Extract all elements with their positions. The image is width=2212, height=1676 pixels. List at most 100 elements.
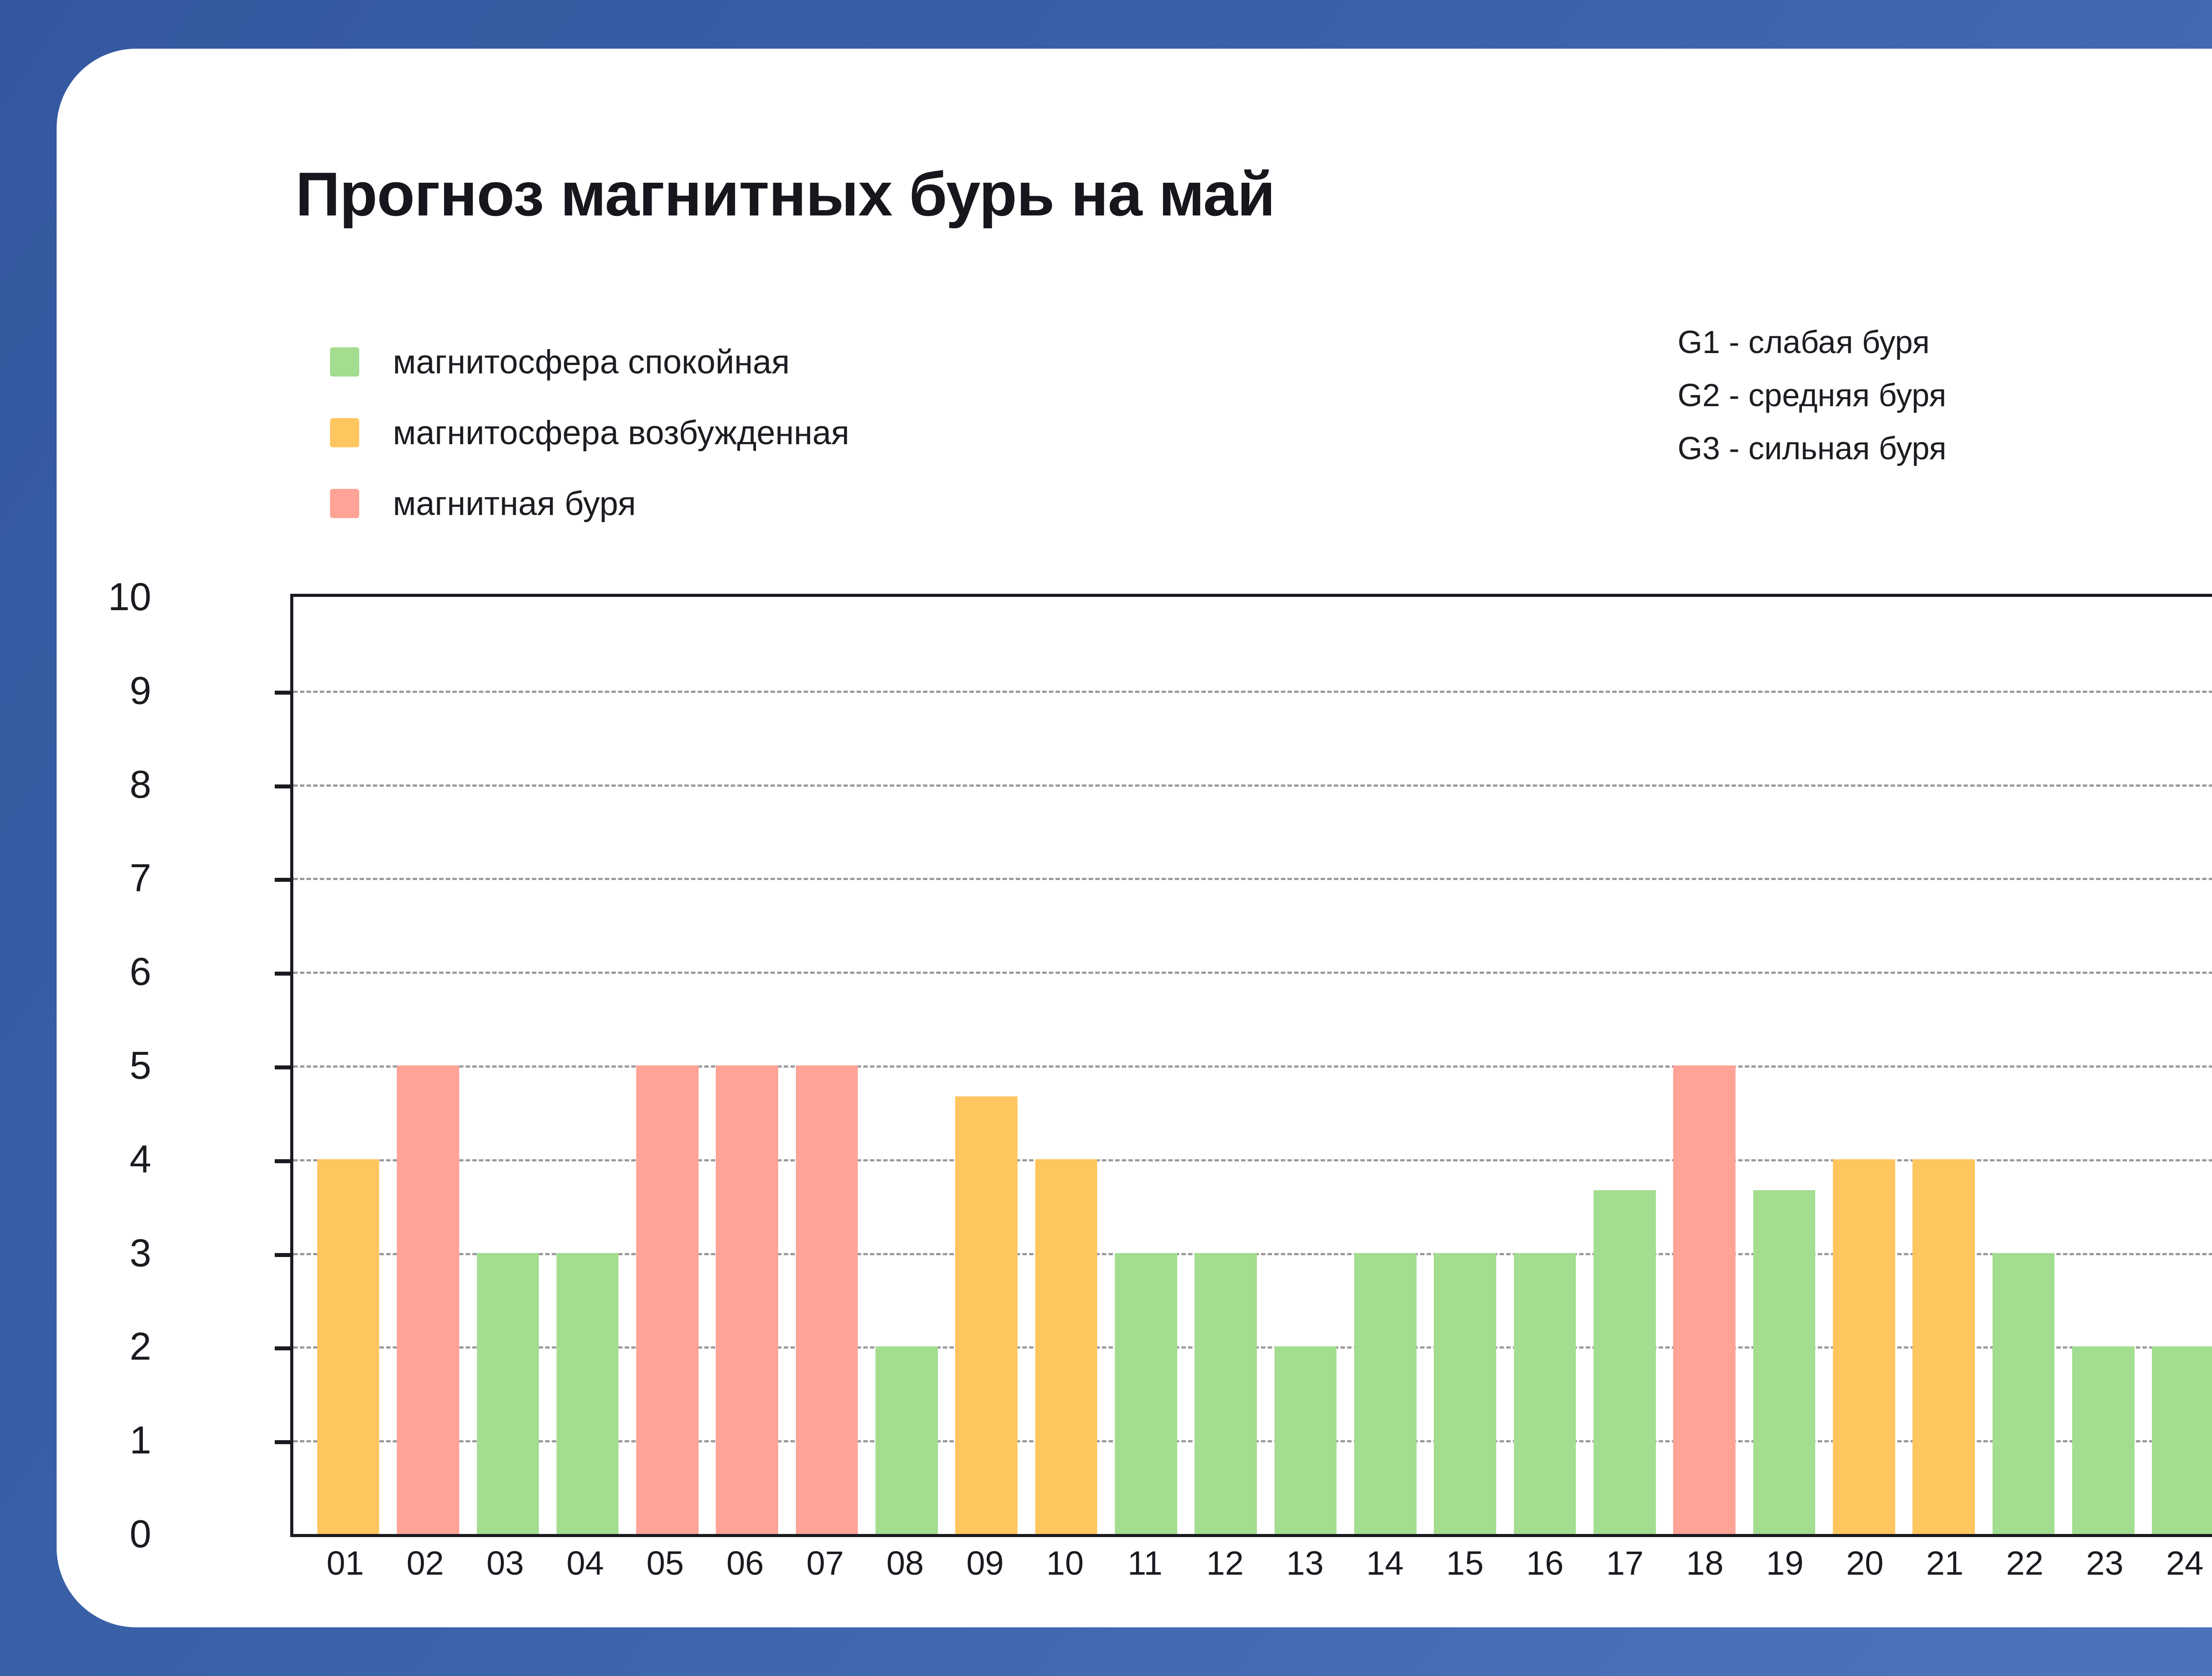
bar[interactable] [1194, 1253, 1257, 1534]
gridline [293, 1159, 2212, 1161]
bar[interactable] [1434, 1253, 1497, 1534]
legend-swatch-quiet [330, 347, 359, 377]
bar-slot [1904, 597, 1984, 1534]
bar[interactable] [636, 1065, 699, 1534]
bar-slot [627, 597, 707, 1534]
y-axis-tick-label: 8 [130, 762, 151, 806]
x-axis-tick-label: 10 [1046, 1545, 1084, 1582]
y-axis-tick-label: 9 [130, 668, 151, 712]
g-scale-key-left: G1 - слабая буря G2 - средняя буря G3 - … [1678, 327, 1947, 486]
y-axis-tick-label: 6 [130, 949, 151, 994]
legend: магнитосфера спокойная магнитосфера возб… [330, 327, 1259, 539]
y-tick-mark [275, 1346, 293, 1351]
bar[interactable] [795, 1065, 858, 1534]
legend-label-excited: магнитосфера возбужденная [393, 414, 849, 452]
bar[interactable] [397, 1065, 459, 1534]
x-axis-tick-label: 08 [886, 1545, 924, 1582]
x-axis-tick-label: 05 [646, 1545, 684, 1582]
bar-slot [1186, 597, 1266, 1534]
bar[interactable] [1594, 1190, 1656, 1534]
bar-slot [1266, 597, 1345, 1534]
legend-label-quiet: магнитосфера спокойная [393, 343, 790, 381]
bar[interactable] [1354, 1253, 1417, 1534]
bar[interactable] [1035, 1159, 1098, 1534]
gridline [293, 878, 2212, 880]
y-axis-tick-label: 1 [130, 1418, 151, 1462]
x-axis-tick-label: 06 [726, 1545, 764, 1582]
x-axis-tick-label: 22 [2006, 1545, 2044, 1582]
y-axis-tick-label: 2 [130, 1324, 151, 1368]
x-axis-tick-label: 11 [1127, 1545, 1163, 1582]
chart-card: Прогноз магнитных бурь на май магнитосфе… [57, 49, 2212, 1627]
bar[interactable] [1912, 1159, 1975, 1534]
x-axis-labels: 01 02 03 04 05 06 07 08 09 10 11 12 13 14 15 16 17 18 19 20… [290, 1544, 2212, 1583]
x-axis-tick-label: 04 [566, 1545, 604, 1582]
bar[interactable] [1673, 1065, 1736, 1534]
bar-slot [1345, 597, 1425, 1534]
bar[interactable] [1513, 1253, 1576, 1534]
y-axis-tick-label: 10 [108, 575, 151, 619]
bar[interactable] [1274, 1346, 1337, 1534]
bar-slot [2063, 597, 2143, 1534]
bar-slot [1505, 597, 1585, 1534]
legend-item-storm: магнитная буря [330, 468, 1259, 539]
bar-slot [308, 597, 388, 1534]
bar-slot [707, 597, 787, 1534]
bar-slot [1744, 597, 1824, 1534]
bar-slot [388, 597, 468, 1534]
x-axis-tick-label: 13 [1286, 1545, 1324, 1582]
gridline [293, 1065, 2212, 1068]
g-scale-key-g2: G2 - средняя буря [1678, 378, 1947, 413]
gridline [293, 784, 2212, 787]
x-axis-tick-label: 17 [1606, 1545, 1644, 1582]
bar[interactable] [1833, 1159, 1895, 1534]
g-scale-key-g1: G1 - слабая буря [1678, 325, 1930, 360]
x-axis-tick-label: 19 [1766, 1545, 1804, 1582]
bar-slot [548, 597, 627, 1534]
bar[interactable] [556, 1253, 619, 1534]
bar-slot [1585, 597, 1664, 1534]
y-tick-mark [275, 690, 293, 695]
y-axis-tick-label: 4 [130, 1137, 151, 1181]
x-axis-tick-label: 12 [1206, 1545, 1244, 1582]
bar[interactable] [476, 1253, 539, 1534]
y-axis-tick-label: 7 [130, 856, 151, 900]
x-axis-tick-label: 01 [326, 1545, 364, 1582]
y-tick-mark [275, 878, 293, 882]
x-axis-tick-label: 15 [1446, 1545, 1484, 1582]
page-title: Прогноз магнитных бурь на май [296, 159, 1275, 229]
legend-label-storm: магнитная буря [393, 484, 636, 523]
bar[interactable] [2072, 1346, 2135, 1534]
x-axis-tick-label: 18 [1686, 1545, 1724, 1582]
y-axis-tick-label: 5 [130, 1043, 151, 1087]
y-tick-mark [275, 1159, 293, 1163]
bar[interactable] [1753, 1190, 1816, 1534]
y-tick-mark [275, 784, 293, 788]
bar[interactable] [1115, 1253, 1177, 1534]
legend-item-quiet: магнитосфера спокойная [330, 327, 1259, 397]
x-axis-tick-label: 02 [406, 1545, 444, 1582]
g-scale-key-g3: G3 - сильная буря [1678, 431, 1947, 466]
bar-slot [787, 597, 867, 1534]
bar[interactable] [955, 1096, 1018, 1534]
legend-item-excited: магнитосфера возбужденная [330, 397, 1259, 468]
bar[interactable] [1992, 1253, 2055, 1534]
x-axis-tick-label: 23 [2086, 1545, 2124, 1582]
y-axis-tick-label: 0 [130, 1512, 151, 1556]
bar[interactable] [876, 1346, 938, 1534]
bar[interactable] [317, 1159, 380, 1534]
x-axis-tick-label: 09 [966, 1545, 1004, 1582]
bar[interactable] [2152, 1346, 2212, 1534]
bar-slot [1106, 597, 1186, 1534]
legend-swatch-excited [330, 418, 359, 447]
y-tick-mark [275, 1440, 293, 1445]
x-axis-tick-label: 16 [1526, 1545, 1564, 1582]
bar[interactable] [716, 1065, 779, 1534]
legend-swatch-storm [330, 489, 359, 518]
y-tick-mark [275, 1065, 293, 1069]
bar-slot [1824, 597, 1904, 1534]
plot-area [275, 594, 2212, 1537]
bar-slot [867, 597, 946, 1534]
bar-slot [947, 597, 1026, 1534]
